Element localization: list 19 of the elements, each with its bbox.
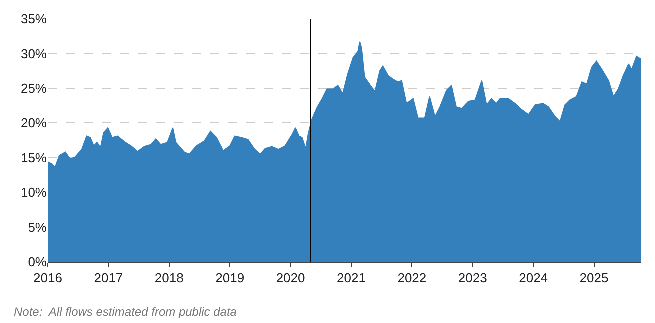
x-tick-label: 2024 [519, 270, 548, 286]
x-tick-label: 2017 [94, 270, 124, 286]
x-tick-label: 2025 [580, 270, 609, 286]
y-tick-label: 15% [20, 150, 48, 166]
x-tick-label: 2022 [398, 270, 427, 286]
x-tick-label: 2023 [458, 270, 488, 286]
x-tick-label: 2019 [216, 270, 245, 286]
y-tick-label: 20% [20, 116, 48, 131]
y-tick-label: 25% [20, 80, 48, 96]
x-tick-label: 2016 [34, 270, 62, 286]
x-tick-label: 2018 [154, 270, 184, 286]
x-tick-label: 2021 [337, 270, 366, 286]
y-tick-label: 30% [20, 46, 48, 62]
y-tick-label: 10% [20, 185, 48, 200]
x-tick-label: 2020 [276, 270, 306, 286]
text: Note: All flows estimated from public data [14, 305, 238, 319]
y-tick-label: 5% [28, 220, 48, 235]
y-tick-label: 0% [28, 254, 48, 270]
y-tick-label: 35% [20, 12, 48, 27]
